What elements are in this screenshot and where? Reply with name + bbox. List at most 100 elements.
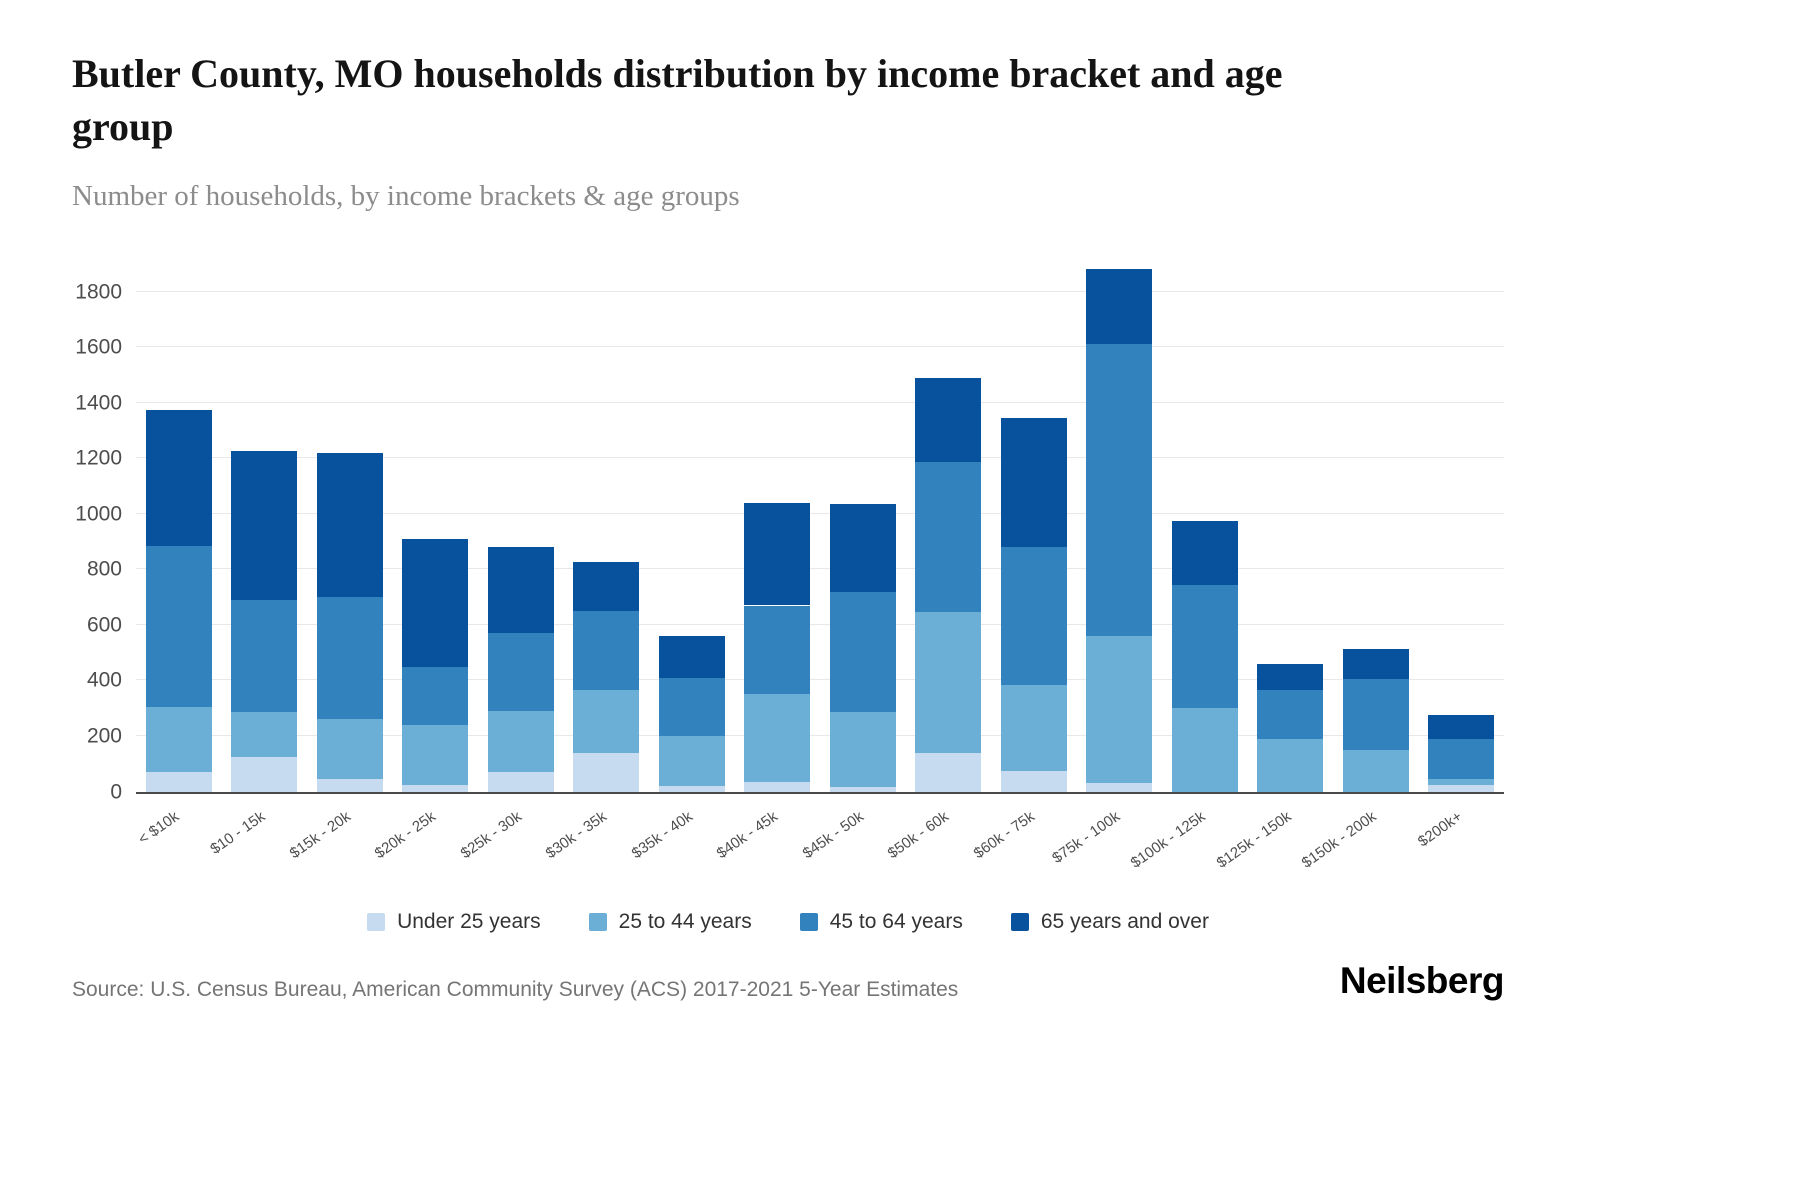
bar-segment[interactable] — [1257, 663, 1324, 691]
bar-segment[interactable] — [744, 694, 811, 782]
bar-segment[interactable] — [145, 772, 212, 792]
legend-label: 45 to 64 years — [829, 909, 963, 933]
bar-segment[interactable] — [1000, 547, 1067, 685]
bar-segment[interactable] — [1000, 684, 1067, 771]
stacked-bar — [658, 267, 725, 792]
bar-segment[interactable] — [1000, 418, 1067, 548]
bar-segment[interactable] — [1086, 269, 1153, 345]
bar-segment[interactable] — [658, 736, 725, 787]
y-axis-tick-label: 200 — [86, 724, 122, 748]
y-axis-tick-label: 1800 — [75, 280, 122, 304]
legend-label: 25 to 44 years — [618, 909, 752, 933]
bar-segment[interactable] — [231, 756, 298, 792]
bar-segment[interactable] — [1428, 715, 1495, 739]
legend-item[interactable]: 65 years and over — [1010, 909, 1209, 934]
bar-segment[interactable] — [1257, 690, 1324, 739]
bar-segment[interactable] — [487, 772, 554, 792]
bar-segment[interactable] — [573, 690, 640, 753]
legend-label: 65 years and over — [1040, 909, 1209, 933]
bar-segment[interactable] — [316, 452, 383, 598]
gridline — [136, 735, 1504, 737]
y-axis-tick-label: 1200 — [75, 446, 122, 470]
bar-segment[interactable] — [402, 666, 469, 725]
bar-segment[interactable] — [573, 752, 640, 792]
bar-segment[interactable] — [915, 612, 982, 753]
y-axis-tick-label: 400 — [86, 668, 122, 692]
x-axis-tick-label: $40k - 45k — [713, 807, 782, 862]
bar-segment[interactable] — [316, 779, 383, 792]
bar-segment[interactable] — [1342, 679, 1409, 750]
x-axis-tick-label: $75k - 100k — [1049, 807, 1124, 867]
bar-segment[interactable] — [316, 597, 383, 720]
x-axis-tick-label: $100k - 125k — [1127, 807, 1209, 872]
bar-segment[interactable] — [145, 706, 212, 773]
bar-segment[interactable] — [744, 781, 811, 792]
x-axis-tick-label: $50k - 60k — [884, 807, 953, 862]
stacked-bar — [915, 267, 982, 792]
legend: Under 25 years 25 to 44 years 45 to 64 yea… — [72, 910, 1504, 934]
legend-item[interactable]: 45 to 64 years — [799, 909, 963, 934]
bar-segment[interactable] — [1086, 636, 1153, 784]
bar-segment[interactable] — [573, 562, 640, 612]
stacked-bar — [1086, 267, 1153, 792]
y-axis-tick-label: 600 — [86, 613, 122, 637]
y-axis-tick-label: 1600 — [75, 335, 122, 359]
x-axis-tick-label: $35k - 40k — [628, 807, 696, 862]
bar-segment[interactable] — [1086, 783, 1153, 792]
chart-title: Butler County, MO households distributio… — [72, 51, 1283, 149]
bar-segment[interactable] — [487, 633, 554, 712]
bar-segment[interactable] — [1428, 784, 1495, 792]
x-axis-tick-label: $30k - 35k — [542, 807, 611, 862]
bar-segment[interactable] — [487, 711, 554, 773]
gridline — [136, 346, 1504, 348]
bar-segment[interactable] — [1428, 738, 1495, 780]
bar-segment[interactable] — [915, 377, 982, 463]
bar-segment[interactable] — [829, 787, 896, 792]
bar-segment[interactable] — [1428, 779, 1495, 785]
bar-segment[interactable] — [1342, 648, 1409, 680]
bar-segment[interactable] — [1086, 344, 1153, 637]
gridline — [136, 401, 1504, 403]
bar-segment[interactable] — [1257, 738, 1324, 792]
bar-segment[interactable] — [402, 784, 469, 792]
bar-segment[interactable] — [145, 545, 212, 707]
legend-item[interactable]: Under 25 years — [367, 910, 541, 934]
bar-segment[interactable] — [829, 504, 896, 592]
bar-segment[interactable] — [573, 611, 640, 691]
chart-page: Butler County, MO households distributio… — [72, 51, 1505, 1001]
bar-segment[interactable] — [744, 502, 811, 606]
bar-segment[interactable] — [658, 677, 725, 737]
bar-segment[interactable] — [231, 599, 298, 713]
legend-item[interactable]: 25 to 44 years — [588, 909, 752, 934]
bar-segment[interactable] — [402, 538, 469, 667]
legend-swatch — [367, 912, 386, 931]
x-axis-tick-label: $45k - 50k — [799, 807, 867, 862]
bar-segment[interactable] — [145, 409, 212, 546]
bar-segment[interactable] — [231, 712, 298, 757]
bar-segment[interactable] — [829, 712, 896, 788]
bar-segment[interactable] — [402, 724, 469, 785]
bar-segment[interactable] — [1000, 770, 1067, 792]
legend-swatch — [799, 912, 818, 931]
bar-segment[interactable] — [231, 451, 298, 600]
gridline — [136, 623, 1504, 625]
bar-segment[interactable] — [1171, 584, 1238, 709]
bar-segment[interactable] — [829, 591, 896, 713]
bar-segment[interactable] — [1171, 708, 1238, 792]
bar-segment[interactable] — [915, 752, 982, 792]
bar-segment[interactable] — [487, 547, 554, 634]
bar-segment[interactable] — [744, 605, 811, 695]
stacked-bar — [487, 267, 554, 792]
y-axis-tick-label: 0 — [110, 780, 122, 804]
gridline — [136, 568, 1504, 570]
legend-swatch — [1010, 912, 1029, 931]
gridline — [136, 512, 1504, 514]
bar-segment[interactable] — [1171, 520, 1238, 585]
bar-segment[interactable] — [658, 636, 725, 678]
bar-segment[interactable] — [915, 462, 982, 613]
bar-segment[interactable] — [658, 786, 725, 792]
x-axis-tick-label: $125k - 150k — [1213, 807, 1295, 872]
bar-segment[interactable] — [1342, 749, 1409, 792]
y-axis-tick-label: 1400 — [75, 391, 122, 415]
bar-segment[interactable] — [316, 719, 383, 780]
